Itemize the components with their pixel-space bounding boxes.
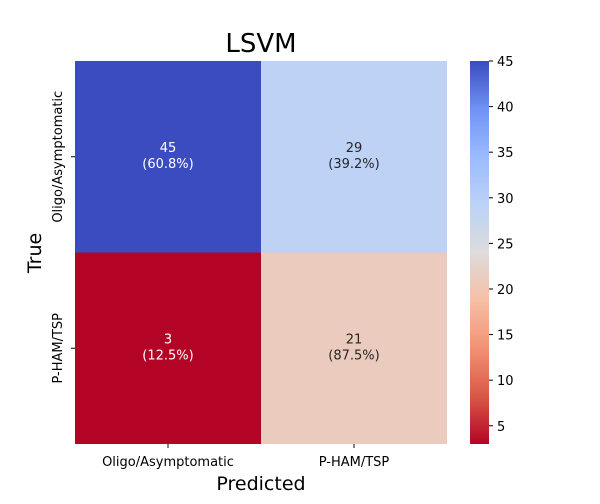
heatmap-cells: 45(60.8%) 29(39.2%) 3(12.5%) 21(87.5%) [75, 61, 447, 444]
colorbar-tick-label: 5 [497, 420, 505, 435]
y-axis-ticks: Oligo/Asymptomatic P-HAM/TSP [51, 91, 75, 384]
y-tick-label: P-HAM/TSP [51, 313, 66, 384]
y-axis-label: True [24, 233, 46, 274]
heatmap-cell-r1-c1 [261, 252, 447, 444]
x-axis-label: Predicted [216, 473, 305, 495]
chart-title: LSVM [225, 29, 296, 59]
colorbar-tick-label: 10 [497, 374, 514, 389]
x-axis-ticks: Oligo/Asymptomatic P-HAM/TSP [102, 444, 389, 470]
cell-percent-label: (87.5%) [328, 348, 379, 363]
x-tick-label: Oligo/Asymptomatic [102, 455, 234, 470]
colorbar-tick-label: 25 [497, 237, 514, 252]
colorbar-tick-label: 45 [497, 55, 514, 70]
cell-percent-label: (60.8%) [142, 157, 193, 172]
cell-count-label: 3 [164, 332, 172, 347]
x-tick-label: P-HAM/TSP [319, 455, 390, 470]
colorbar-tick-label: 20 [497, 283, 514, 298]
cell-percent-label: (39.2%) [328, 157, 379, 172]
colorbar-tick-label: 30 [497, 192, 514, 207]
heatmap-cell-r1-c0 [75, 252, 261, 444]
colorbar-ticks: 5 10 15 20 25 30 35 40 45 [489, 55, 514, 435]
y-tick-label: Oligo/Asymptomatic [51, 91, 66, 223]
colorbar-tick-label: 40 [497, 101, 514, 116]
cell-count-label: 29 [346, 141, 363, 156]
heatmap-cell-r0-c1 [261, 61, 447, 253]
cell-count-label: 21 [346, 332, 363, 347]
colorbar [470, 61, 489, 444]
heatmap-cell-r0-c0 [75, 61, 261, 253]
cell-percent-label: (12.5%) [142, 348, 193, 363]
cell-count-label: 45 [160, 141, 177, 156]
colorbar-tick-label: 15 [497, 329, 514, 344]
colorbar-tick-label: 35 [497, 146, 514, 161]
